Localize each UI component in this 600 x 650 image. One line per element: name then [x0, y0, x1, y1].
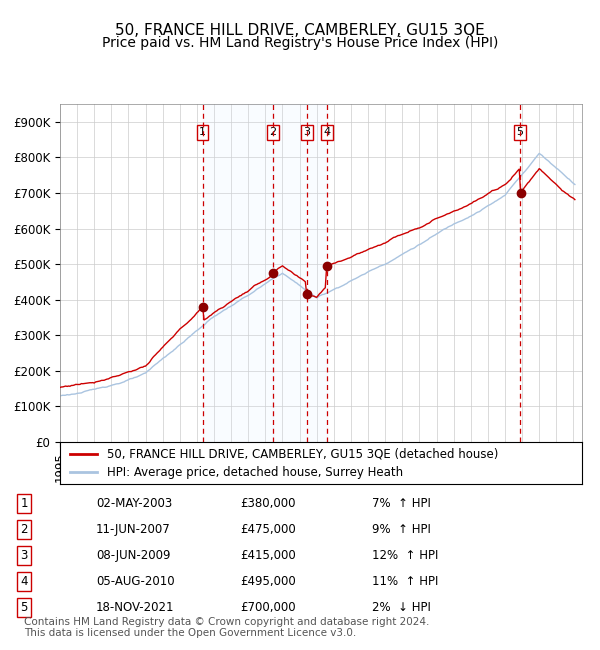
Text: 05-AUG-2010: 05-AUG-2010: [96, 575, 175, 588]
Text: 11-JUN-2007: 11-JUN-2007: [96, 523, 171, 536]
Text: Contains HM Land Registry data © Crown copyright and database right 2024.
This d: Contains HM Land Registry data © Crown c…: [24, 617, 430, 638]
Text: 2%  ↓ HPI: 2% ↓ HPI: [372, 601, 431, 614]
Text: 5: 5: [517, 127, 524, 137]
Text: 12%  ↑ HPI: 12% ↑ HPI: [372, 549, 439, 562]
Text: 08-JUN-2009: 08-JUN-2009: [96, 549, 170, 562]
Text: 11%  ↑ HPI: 11% ↑ HPI: [372, 575, 439, 588]
Text: 50, FRANCE HILL DRIVE, CAMBERLEY, GU15 3QE (detached house): 50, FRANCE HILL DRIVE, CAMBERLEY, GU15 3…: [107, 447, 499, 460]
Text: 18-NOV-2021: 18-NOV-2021: [96, 601, 175, 614]
Text: 50, FRANCE HILL DRIVE, CAMBERLEY, GU15 3QE: 50, FRANCE HILL DRIVE, CAMBERLEY, GU15 3…: [115, 23, 485, 38]
Text: £415,000: £415,000: [240, 549, 296, 562]
Bar: [273, 104, 327, 442]
Text: Price paid vs. HM Land Registry's House Price Index (HPI): Price paid vs. HM Land Registry's House …: [102, 36, 498, 50]
Text: 3: 3: [20, 549, 28, 562]
Text: £495,000: £495,000: [240, 575, 296, 588]
Text: HPI: Average price, detached house, Surrey Heath: HPI: Average price, detached house, Surr…: [107, 466, 403, 479]
Text: 4: 4: [20, 575, 28, 588]
Text: 1: 1: [20, 497, 28, 510]
Text: 3: 3: [304, 127, 311, 137]
Text: 9%  ↑ HPI: 9% ↑ HPI: [372, 523, 431, 536]
Text: 4: 4: [323, 127, 331, 137]
Text: £380,000: £380,000: [240, 497, 296, 510]
Text: 7%  ↑ HPI: 7% ↑ HPI: [372, 497, 431, 510]
Text: £475,000: £475,000: [240, 523, 296, 536]
Text: 2: 2: [269, 127, 277, 137]
Text: 02-MAY-2003: 02-MAY-2003: [96, 497, 172, 510]
Text: £700,000: £700,000: [240, 601, 296, 614]
Text: 5: 5: [20, 601, 28, 614]
Text: 1: 1: [199, 127, 206, 137]
Text: 2: 2: [20, 523, 28, 536]
Bar: [203, 104, 273, 442]
